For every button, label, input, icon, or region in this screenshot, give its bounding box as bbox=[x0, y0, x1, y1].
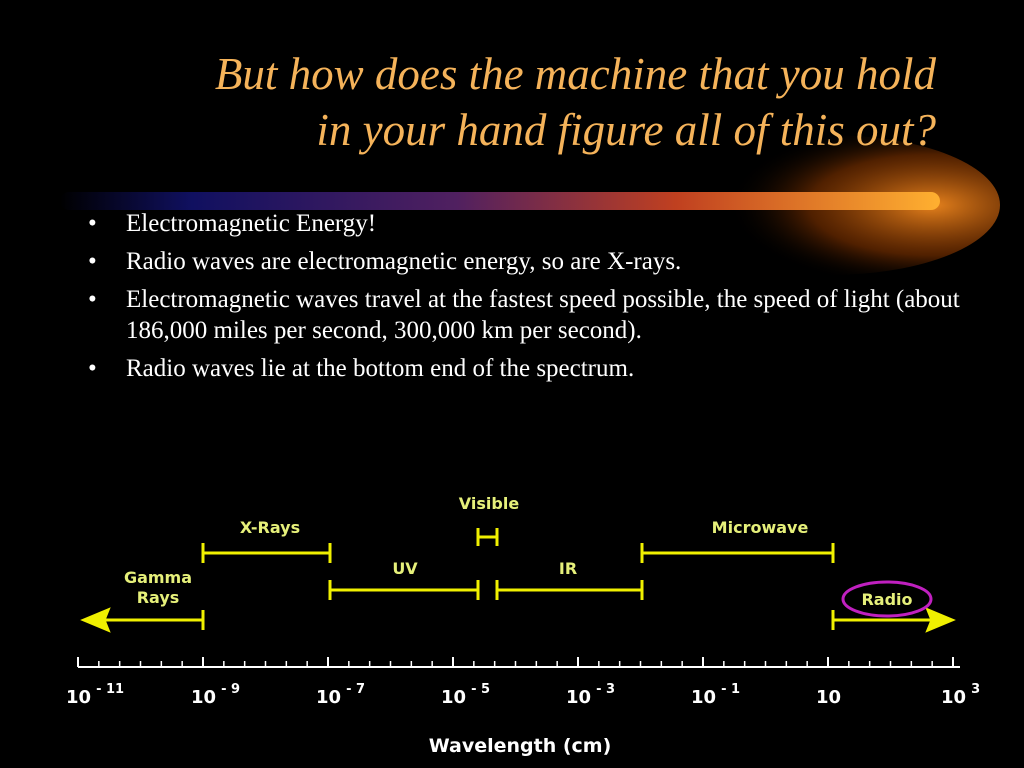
tick-label: 10 - 7 bbox=[316, 682, 365, 708]
bullet: Electromagnetic waves travel at the fast… bbox=[88, 284, 986, 346]
bullet: Radio waves lie at the bottom end of the… bbox=[88, 353, 986, 384]
band-label: Visible bbox=[459, 494, 520, 513]
title-bar bbox=[60, 192, 940, 210]
band-label: Rays bbox=[137, 588, 180, 607]
tick-label: 10 - 11 bbox=[66, 682, 124, 708]
band-label: X-Rays bbox=[240, 518, 300, 537]
tick-label: 10 - 1 bbox=[691, 682, 740, 708]
tick-base: 10 bbox=[941, 687, 966, 708]
title-line: But how does the machine that you hold bbox=[214, 49, 936, 99]
title: But how does the machine that you hold i… bbox=[215, 46, 936, 158]
band-label: IR bbox=[559, 559, 577, 578]
tick-label: 10 3 bbox=[941, 682, 980, 708]
band-label: Microwave bbox=[712, 518, 809, 537]
band-label: Radio bbox=[861, 590, 912, 609]
tick-base: 10 bbox=[816, 687, 841, 708]
tick-base: 10 bbox=[191, 687, 216, 708]
tick-exponent: - 7 bbox=[346, 682, 365, 697]
tick-exponent: - 11 bbox=[96, 682, 124, 697]
tick-label: 10 - 9 bbox=[191, 682, 240, 708]
highlight bbox=[841, 580, 933, 618]
tick-label: 10 bbox=[816, 687, 841, 708]
tick-label: 10 - 3 bbox=[566, 682, 615, 708]
tick-exponent: - 5 bbox=[471, 682, 490, 697]
bullet-list: Electromagnetic Energy! Radio waves are … bbox=[86, 208, 986, 391]
tick-base: 10 bbox=[566, 687, 591, 708]
tick-exponent: - 1 bbox=[721, 682, 740, 697]
bullet: Electromagnetic Energy! bbox=[88, 208, 986, 239]
tick-exponent: - 9 bbox=[221, 682, 240, 697]
band-label: Gamma bbox=[124, 568, 192, 587]
tick-exponent: - 3 bbox=[596, 682, 615, 697]
tick-base: 10 bbox=[316, 687, 341, 708]
title-line: in your hand figure all of this out? bbox=[316, 105, 936, 155]
bullet: Radio waves are electromagnetic energy, … bbox=[88, 246, 986, 277]
tick-base: 10 bbox=[66, 687, 91, 708]
bands bbox=[80, 528, 956, 633]
tick-label: 10 - 5 bbox=[441, 682, 490, 708]
tick-base: 10 bbox=[441, 687, 466, 708]
band-label: UV bbox=[392, 559, 418, 578]
tick-base: 10 bbox=[691, 687, 716, 708]
axis-label: Wavelength (cm) bbox=[429, 735, 612, 757]
tick-exponent: 3 bbox=[971, 682, 980, 697]
